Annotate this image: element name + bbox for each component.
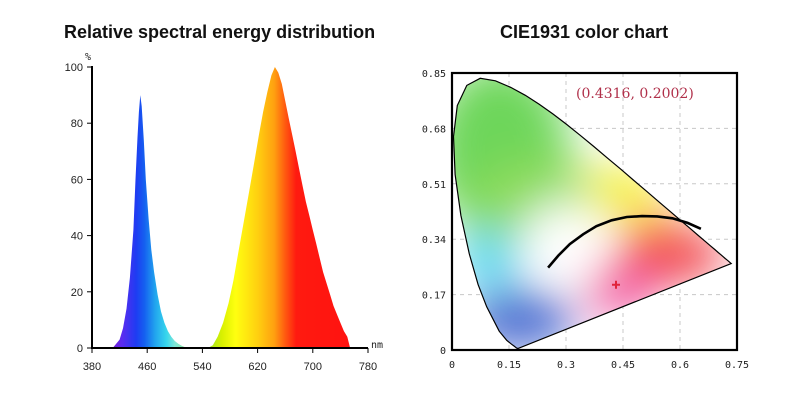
cie-chart-title: CIE1931 color chart: [500, 22, 669, 42]
y-unit-label: %: [85, 52, 91, 63]
spectrum-area: [112, 67, 351, 348]
x-tick-label: 780: [359, 361, 377, 373]
y-tick-label: 0: [77, 343, 83, 355]
cie-color-fill: [453, 78, 732, 349]
y-tick-label: 0.51: [422, 180, 446, 191]
y-tick-label: 0.17: [422, 291, 446, 302]
x-tick-label: 540: [193, 361, 211, 373]
x-tick-label: 0.3: [557, 360, 575, 371]
spectral-chart-title: Relative spectral energy distribution: [64, 22, 376, 42]
x-tick-label: 380: [83, 361, 101, 373]
x-unit-label: nm: [371, 340, 383, 351]
y-tick-label: 0.34: [422, 235, 446, 246]
cie-chart: (0.4316, 0.2002) 0 0.17 0.34 0.51 0.68 0.85 0…: [422, 69, 749, 371]
chromaticity-point-marker: [612, 280, 621, 289]
y-tick-label: 0.68: [422, 124, 446, 135]
y-tick-label: 0.85: [422, 69, 446, 80]
x-tick-label: 0.75: [725, 360, 749, 371]
chromaticity-coordinate-annotation: (0.4316, 0.2002): [576, 86, 694, 102]
x-tick-label: 0.15: [497, 360, 521, 371]
planckian-locus: [547, 214, 702, 269]
y-tick-label: 80: [71, 118, 83, 130]
x-tick-label: 700: [304, 361, 322, 373]
y-tick-label: 0: [440, 346, 446, 357]
x-tick-label: 620: [248, 361, 266, 373]
x-tick-label: 0.45: [611, 360, 635, 371]
y-tick-label: 60: [71, 174, 83, 186]
x-tick-label: 0: [449, 360, 455, 371]
y-tick-label: 40: [71, 231, 83, 243]
x-tick-label: 0.6: [671, 360, 689, 371]
y-tick-label: 100: [65, 62, 83, 74]
x-tick-label: 460: [138, 361, 156, 373]
y-tick-label: 20: [71, 287, 83, 299]
spectral-locus: [452, 77, 733, 349]
spectral-chart: 0 20 40 60 80 100 380 460 540 620 700 780 % nm: [65, 52, 383, 373]
cie-plot-frame: [450, 71, 739, 352]
